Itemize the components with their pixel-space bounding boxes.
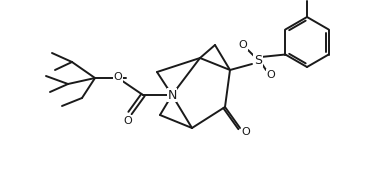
Text: O: O — [124, 116, 132, 126]
Text: O: O — [114, 72, 122, 82]
Text: O: O — [242, 127, 250, 137]
Text: N: N — [167, 89, 177, 101]
Text: O: O — [267, 70, 275, 80]
Text: O: O — [239, 40, 248, 50]
Text: S: S — [254, 53, 262, 67]
